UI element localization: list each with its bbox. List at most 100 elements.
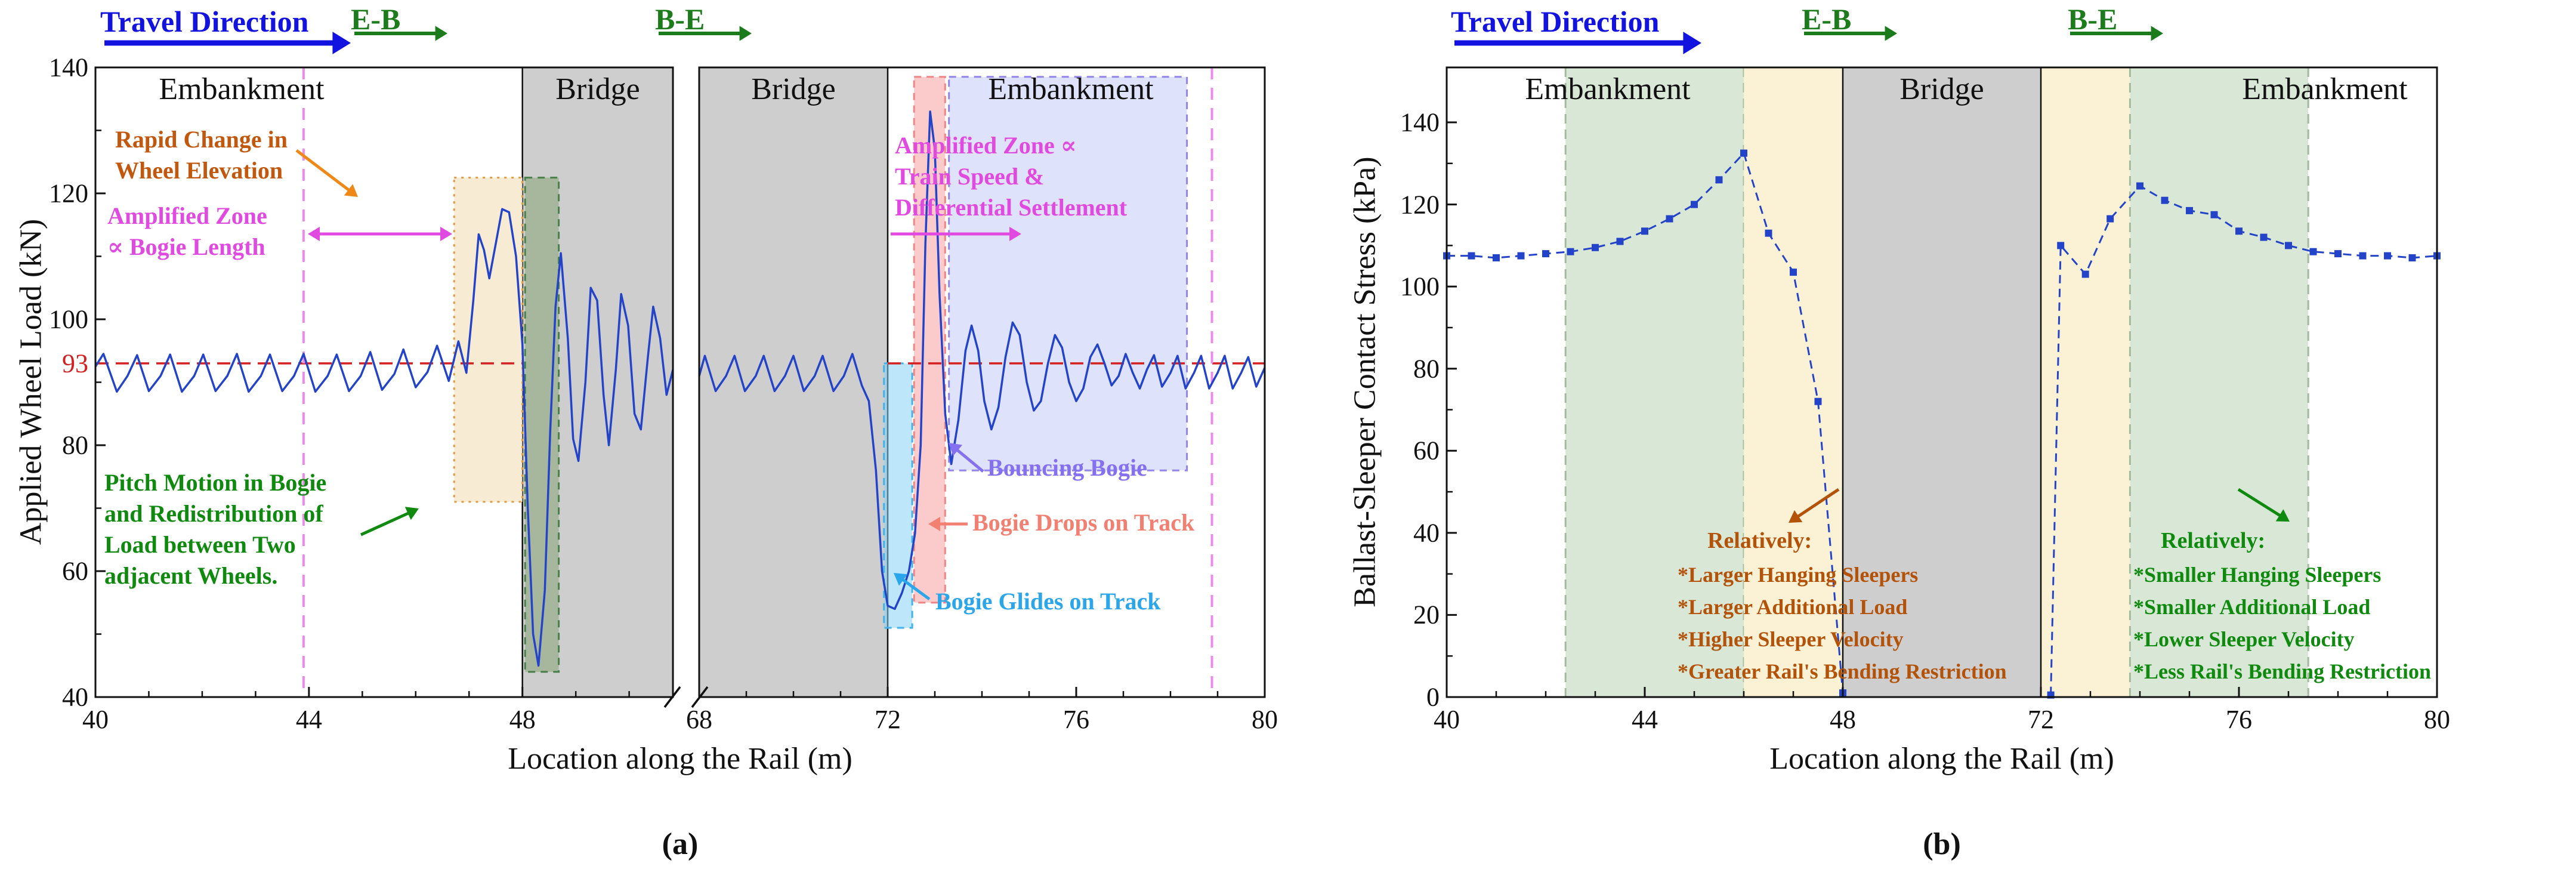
x-tick-label-a: 40 [82,705,109,734]
stress-data-marker [1740,149,1747,157]
stress-data-marker [1493,254,1500,261]
larger-effects-arrow-head [1789,510,1803,523]
bogie-length-zone-arrow-head [440,227,452,241]
stress-data-marker [2106,215,2114,223]
pitch-motion-arrow-head [404,507,419,520]
annotation-amplified-train-speed: Amplified Zone ∝ Train Speed & Different… [895,132,1128,221]
x-tick-label-a: 44 [295,705,322,734]
stress-data-marker [2285,242,2292,249]
y-axis-title-b: Ballast-Sleeper Contact Stress (kPa) [1348,156,1382,608]
embankment-right-label-a: Embankment [988,72,1154,106]
bridge-label-b: Bridge [1899,72,1984,106]
panel-letter-b: (b) [1923,827,1961,861]
highlight-zone-a-1 [524,177,560,673]
travel-direction-label-b: Travel Direction [1451,5,1660,38]
y-tick-label-a: 120 [49,178,88,208]
embankment-left-label-a: Embankment [159,72,325,106]
annotation-amplified-bogie-length: Amplified Zone ∝ Bogie Length [107,202,267,260]
stress-data-marker [2408,254,2416,261]
smaller-effects-arrow-shaft [2237,488,2282,518]
eb-label-a: E-B [351,2,401,36]
annotation-bogie-glides: Bogie Glides on Track [935,588,1161,615]
stress-data-marker [2235,227,2243,235]
x-axis-title-b: Location along the Rail (m) [1769,742,2114,776]
wheel-load-curve-right [698,110,1266,611]
rapid-change-arrow-head [344,184,358,197]
be-arrow-a-head [739,26,752,41]
y-tick-label-b: 60 [1413,436,1440,466]
x-tick-label-a: 48 [509,705,536,734]
stress-data-marker [2260,233,2268,241]
stress-data-marker [1592,243,1599,251]
y-axis-title-a: Applied Wheel Load (kN) [14,218,48,545]
x-tick-label-b: 80 [2424,705,2450,734]
highlight-zone-b-0 [1565,67,1744,697]
bridge-right-label-a: Bridge [751,72,836,106]
highlight-zone-b-1 [1744,67,1843,697]
y-tick-label-b: 40 [1413,518,1440,548]
annotation-relatively-right-header: Relatively: [2161,528,2266,553]
pitch-motion-arrow-shaft [360,511,410,537]
y-tick-label-b: 20 [1413,600,1440,630]
stress-data-marker [1468,252,1475,260]
be-label-b: B-E [2068,2,2118,36]
annotation-rapid-change: Rapid Change in Wheel Elevation [115,126,288,184]
stress-data-marker [1765,229,1772,237]
travel-direction-label-a: Travel Direction [100,5,309,38]
y-tick-label-b: 140 [1400,107,1440,137]
y-tick-label-b: 120 [1400,190,1440,220]
stress-data-marker [1567,248,1574,255]
annotation-bouncing-bogie: Bouncing Bogie [987,454,1147,481]
stress-data-marker [1715,176,1723,184]
travel-direction-arrow-a-head [332,32,351,54]
be-arrow-b-head [2151,26,2163,41]
train-speed-zone-arrow-head [1009,227,1021,241]
highlight-zone-a-3 [913,76,946,604]
highlight-zone-b-3 [2130,67,2309,697]
stress-data-marker [1790,269,1797,276]
larger-effects-arrow-shaft [1796,488,1840,519]
annotation-relatively-left-items: *Larger Hanging Sleepers *Larger Additio… [1678,563,2007,683]
stress-data-marker [2334,250,2342,258]
y-tick-label-a: 140 [49,53,88,82]
axis-frame-b [1445,66,2438,698]
stress-data-marker [1641,227,1648,235]
bridge-region-a [698,66,889,698]
stress-data-marker [1814,397,1822,405]
x-axis-title-a: Location along the Rail (m) [508,742,853,776]
stress-data-marker [2161,196,2169,204]
annotation-relatively-right-items: *Smaller Hanging Sleepers *Smaller Addit… [2133,563,2432,683]
annotation-pitch-motion: Pitch Motion in Bogie and Redistribution… [104,469,327,589]
stress-data-marker [2081,270,2089,278]
y-tick-label-a: 60 [62,556,88,586]
y-tick-label-a: 100 [49,304,88,334]
stress-data-marker [1517,252,1525,260]
embankment-left-label-b: Embankment [1525,72,1691,106]
rapid-change-arrow-shaft [295,149,351,192]
wheel-load-curve-left [94,208,674,667]
highlight-zone-b-2 [2041,67,2130,697]
stress-data-marker [2186,206,2193,214]
stress-data-marker [2359,252,2367,260]
embankment-right-label-b: Embankment [2242,72,2408,106]
stress-curve [1447,152,1844,693]
be-label-a: B-E [655,2,705,36]
axis-break-mark [663,686,681,708]
x-tick-label-a: 68 [686,705,712,734]
stress-data-marker [2057,242,2065,249]
x-tick-label-b: 76 [2226,705,2252,734]
annotation-bogie-drops: Bogie Drops on Track [972,509,1195,536]
x-tick-label-a: 72 [875,705,901,734]
bogie-glides-arrow-shaft [901,578,931,601]
bouncing-bogie-arrow-head [949,443,963,456]
stress-data-marker [1542,250,1549,258]
ref-93-tick-label: 93 [62,349,88,378]
travel-direction-arrow-b-head [1683,32,1701,54]
stress-data-marker [1616,238,1624,245]
y-tick-label-b: 0 [1426,682,1440,712]
x-tick-label-a: 76 [1063,705,1089,734]
highlight-zone-a-2 [883,362,913,629]
eb-arrow-a-head [435,26,447,41]
stress-data-marker [2210,211,2218,218]
stress-data-marker [1666,215,1673,223]
